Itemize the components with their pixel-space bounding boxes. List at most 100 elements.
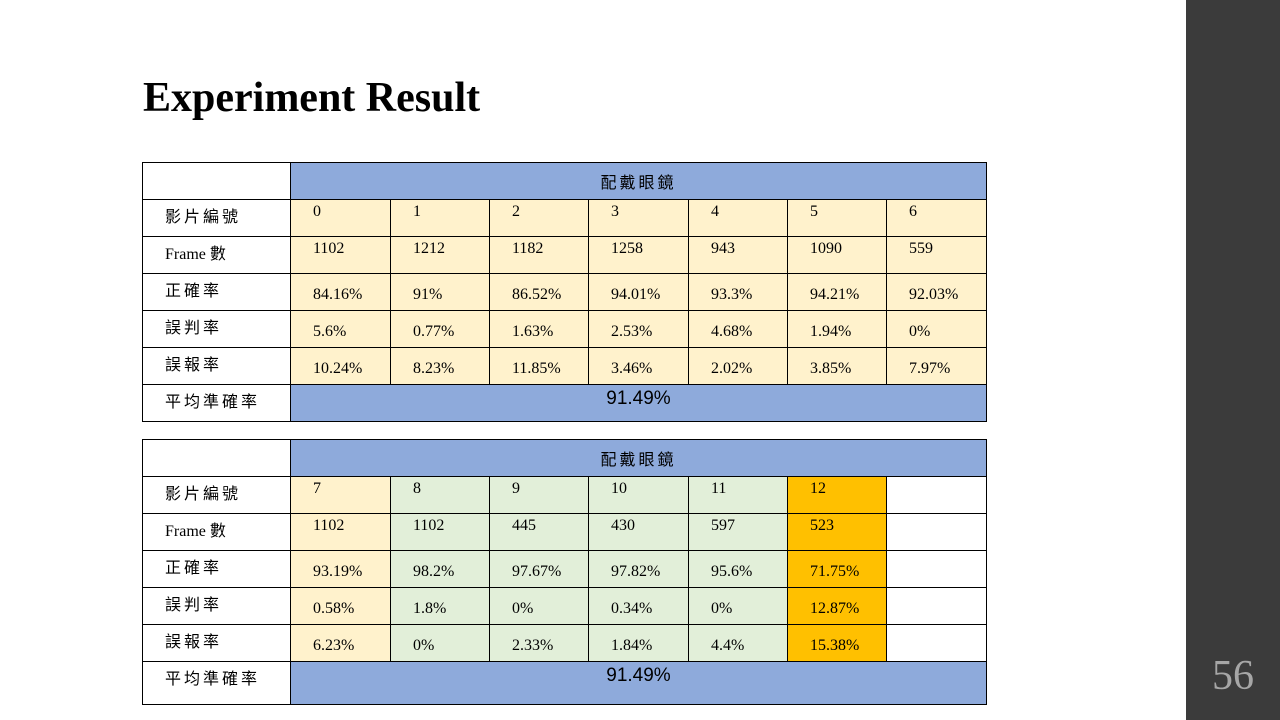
table-cell: 0.77% [390,310,490,348]
table-cell: 943 [688,236,788,274]
row-label: 正確率 [142,550,291,588]
table-cell: 5 [787,199,887,237]
table-header: 配戴眼鏡 [290,162,987,200]
table-cell: 0% [688,587,788,625]
table-row: 誤報率 10.24% 8.23% 11.85% 3.46% 2.02% 3.85… [142,347,987,385]
table-cell: 9 [489,476,589,514]
table-cell: 94.21% [787,273,887,311]
table-row: 誤判率 5.6% 0.77% 1.63% 2.53% 4.68% 1.94% 0… [142,310,987,348]
table-header: 配戴眼鏡 [290,439,987,477]
table-cell: 3 [588,199,689,237]
table-cell: 0 [290,199,391,237]
table-row: 誤判率 0.58% 1.8% 0% 0.34% 0% 12.87% [142,587,987,625]
table-cell: 93.19% [290,550,391,588]
table-cell: 7.97% [886,347,987,385]
table-cell [886,513,987,551]
table-cell: 97.67% [489,550,589,588]
row-label: Frame 數 [142,236,291,274]
table-cell: 91% [390,273,490,311]
table-cell: 2.02% [688,347,788,385]
table-cell: 71.75% [787,550,887,588]
slide-title: Experiment Result [143,75,481,121]
row-label: 影片編號 [142,476,291,514]
table-cell [886,550,987,588]
table-cell: 2 [489,199,589,237]
table-cell: 3.46% [588,347,689,385]
row-label: 平均準確率 [142,384,291,422]
table-cell: 1.63% [489,310,589,348]
table-cell [886,587,987,625]
table-cell: 98.2% [390,550,490,588]
table-cell: 0.58% [290,587,391,625]
table-cell: 12 [787,476,887,514]
table-cell: 8 [390,476,490,514]
table-cell: 2.53% [588,310,689,348]
table-cell: 84.16% [290,273,391,311]
corner-cell [142,439,291,477]
row-label: Frame 數 [142,513,291,551]
table-cell: 11.85% [489,347,589,385]
table-cell: 1258 [588,236,689,274]
table-cell: 2.33% [489,624,589,662]
table-cell [886,476,987,514]
table-cell: 1182 [489,236,589,274]
table-cell: 95.6% [688,550,788,588]
table-cell: 10.24% [290,347,391,385]
average-accuracy: 91.49% [290,661,987,705]
table-row: 平均準確率 91.49% [142,661,987,705]
table-cell: 1090 [787,236,887,274]
table-cell: 93.3% [688,273,788,311]
table-cell: 10 [588,476,689,514]
table-cell: 97.82% [588,550,689,588]
row-label: 影片編號 [142,199,291,237]
slide-sidebar [1186,0,1280,720]
results-table-2: 配戴眼鏡 影片編號 7 8 9 10 11 12 Frame 數 1102 11… [142,439,987,705]
table-cell [886,624,987,662]
table-row: 誤報率 6.23% 0% 2.33% 1.84% 4.4% 15.38% [142,624,987,662]
table-cell: 0% [886,310,987,348]
table-cell: 94.01% [588,273,689,311]
table-cell: 92.03% [886,273,987,311]
row-label: 誤判率 [142,587,291,625]
average-accuracy: 91.49% [290,384,987,422]
table-cell: 12.87% [787,587,887,625]
row-label: 誤報率 [142,624,291,662]
table-row: Frame 數 1102 1212 1182 1258 943 1090 559 [142,236,987,274]
row-label: 誤報率 [142,347,291,385]
table-cell: 6.23% [290,624,391,662]
table-cell: 0.34% [588,587,689,625]
table-cell: 7 [290,476,391,514]
table-row: 影片編號 0 1 2 3 4 5 6 [142,199,987,237]
table-cell: 1102 [390,513,490,551]
table-cell: 559 [886,236,987,274]
row-label: 正確率 [142,273,291,311]
table-cell: 4.4% [688,624,788,662]
table-cell: 4.68% [688,310,788,348]
table-cell: 445 [489,513,589,551]
table-row: 正確率 84.16% 91% 86.52% 94.01% 93.3% 94.21… [142,273,987,311]
table-cell: 86.52% [489,273,589,311]
table-row: 影片編號 7 8 9 10 11 12 [142,476,987,514]
table-cell: 6 [886,199,987,237]
corner-cell [142,162,291,200]
table-row: 平均準確率 91.49% [142,384,987,422]
table-row: Frame 數 1102 1102 445 430 597 523 [142,513,987,551]
row-label: 誤判率 [142,310,291,348]
table-cell: 1 [390,199,490,237]
table-cell: 0% [390,624,490,662]
page-number: 56 [1212,653,1254,699]
results-table-1: 配戴眼鏡 影片編號 0 1 2 3 4 5 6 Frame 數 1102 121… [142,162,987,422]
table-cell: 4 [688,199,788,237]
table-row: 正確率 93.19% 98.2% 97.67% 97.82% 95.6% 71.… [142,550,987,588]
table-cell: 1.8% [390,587,490,625]
table-cell: 8.23% [390,347,490,385]
table-cell: 5.6% [290,310,391,348]
table-cell: 597 [688,513,788,551]
table-cell: 1102 [290,236,391,274]
table-cell: 1.84% [588,624,689,662]
table-cell: 15.38% [787,624,887,662]
table-cell: 3.85% [787,347,887,385]
row-label: 平均準確率 [142,661,291,705]
table-cell: 523 [787,513,887,551]
table-cell: 1212 [390,236,490,274]
